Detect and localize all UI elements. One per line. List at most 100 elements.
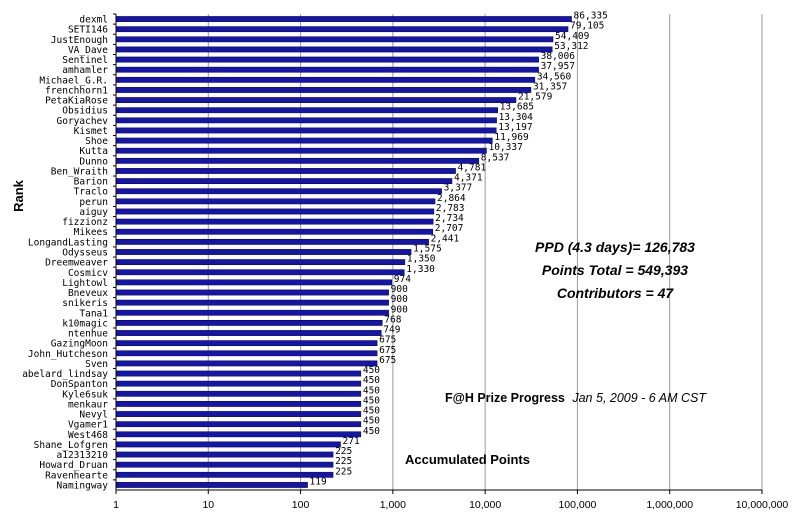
x-tick-labels: 1 10 100 1,000 10,000 100,000 1,000,000 10,000,… xyxy=(113,499,788,511)
value-label: 8,537 xyxy=(481,152,510,163)
value-label: 37,957 xyxy=(541,61,575,72)
value-label: 21,579 xyxy=(518,92,553,103)
value-label: 38,006 xyxy=(541,51,576,62)
value-label: 768 xyxy=(384,314,401,325)
category-label: Ben_Wraith xyxy=(51,166,108,177)
value-label: 900 xyxy=(391,284,408,295)
value-label: 13,197 xyxy=(498,122,532,133)
bar xyxy=(115,320,383,326)
bar xyxy=(115,340,378,347)
bar xyxy=(115,411,362,417)
category-label: Kutta xyxy=(79,146,108,157)
category-label: Howard_Druan xyxy=(39,460,108,471)
value-label: 450 xyxy=(363,365,380,376)
bar xyxy=(115,360,378,367)
category-label: JustEnough xyxy=(51,35,108,46)
caption-title: F@H Prize Progress xyxy=(445,391,565,405)
category-label: West468 xyxy=(68,430,108,441)
bar xyxy=(115,299,389,306)
bar xyxy=(115,137,493,144)
bar xyxy=(115,238,429,245)
value-label: 1,575 xyxy=(413,244,442,255)
bar xyxy=(115,249,412,255)
bar xyxy=(115,147,487,154)
bar xyxy=(115,259,406,266)
bar xyxy=(115,36,554,43)
value-label: 2,734 xyxy=(435,213,464,224)
value-label: 11,969 xyxy=(494,132,529,143)
bar xyxy=(115,289,389,296)
bar xyxy=(115,198,436,205)
bar xyxy=(115,117,497,124)
category-label: VA_Dave xyxy=(68,45,108,56)
bar xyxy=(115,228,434,235)
x-tick-label: 100 xyxy=(292,499,310,511)
x-tick-label: 1,000 xyxy=(380,499,406,511)
category-label: Nevyl xyxy=(79,410,108,421)
category-label: Mikees xyxy=(74,227,108,238)
y-axis-label: Rank xyxy=(11,179,26,212)
category-label: Sentinel xyxy=(62,55,108,66)
value-label: 225 xyxy=(335,466,352,477)
bar xyxy=(115,178,453,184)
value-label: 1,330 xyxy=(406,264,435,275)
category-label: Traclo xyxy=(74,187,109,198)
category-label: Bneveux xyxy=(68,288,108,299)
category-label: frenchhorn1 xyxy=(45,85,108,96)
bar xyxy=(115,350,378,357)
bar xyxy=(115,97,517,103)
value-label: 450 xyxy=(363,406,380,417)
category-labels: dexmlSETI146JustEnoughVA_DaveSentinelamh… xyxy=(22,15,108,492)
ppd-annotation: PPD (4.3 days)= 126,783 xyxy=(535,239,695,255)
category-label: Michael_G.R. xyxy=(39,75,108,86)
x-tick-label: 1 xyxy=(113,499,119,511)
value-label: 749 xyxy=(383,325,400,336)
x-tick-label: 10,000,000 xyxy=(736,499,789,511)
value-labels: 86,33579,10554,40953,31238,00637,95734,5… xyxy=(310,11,608,488)
bar xyxy=(115,16,572,22)
category-label: fizzionz xyxy=(62,217,108,228)
category-label: menkaur xyxy=(68,399,108,410)
x-tick-label: 100,000 xyxy=(558,499,596,511)
category-label: Shoe xyxy=(85,136,108,147)
category-label: Shane_Lofgren xyxy=(34,440,108,451)
value-label: 675 xyxy=(379,345,396,356)
bar xyxy=(115,76,536,83)
value-label: 2,441 xyxy=(431,233,460,244)
bar xyxy=(115,46,553,53)
category-label: Sven xyxy=(85,359,108,370)
value-label: 2,864 xyxy=(437,193,466,204)
value-label: 450 xyxy=(363,385,380,396)
value-label: 79,105 xyxy=(570,21,604,32)
category-label: dexml xyxy=(79,15,108,26)
bar xyxy=(115,431,362,438)
value-label: 900 xyxy=(391,304,408,315)
x-tick-label: 10,000 xyxy=(469,499,501,511)
value-label: 53,312 xyxy=(554,41,588,52)
value-label: 10,337 xyxy=(488,142,522,153)
value-label: 1,350 xyxy=(407,254,436,265)
x-tick-label: 1,000,000 xyxy=(646,499,693,511)
bar xyxy=(115,370,362,377)
bar xyxy=(115,451,334,458)
category-label: amhamler xyxy=(62,65,108,76)
category-label: Vgamer1 xyxy=(68,420,108,431)
category-label: abelard_lindsay xyxy=(22,369,108,380)
value-label: 675 xyxy=(379,355,396,366)
category-label: Kyle6suk xyxy=(62,389,108,400)
category-label: Tana1 xyxy=(79,308,108,319)
value-label: 13,304 xyxy=(499,112,534,123)
category-label: Goryachev xyxy=(57,116,109,127)
contributors-annotation: Contributors = 47 xyxy=(557,285,675,301)
value-label: 119 xyxy=(310,476,327,487)
points-total-annotation: Points Total = 549,393 xyxy=(542,262,688,278)
value-label: 2,707 xyxy=(435,223,464,234)
bars xyxy=(113,13,572,488)
value-label: 54,409 xyxy=(555,31,590,42)
category-label: Namingway xyxy=(57,480,109,491)
bar xyxy=(115,208,435,215)
category-label: snikeris xyxy=(62,298,108,309)
value-label: 34,560 xyxy=(537,71,572,82)
bar xyxy=(115,482,308,488)
value-label: 450 xyxy=(363,395,380,406)
